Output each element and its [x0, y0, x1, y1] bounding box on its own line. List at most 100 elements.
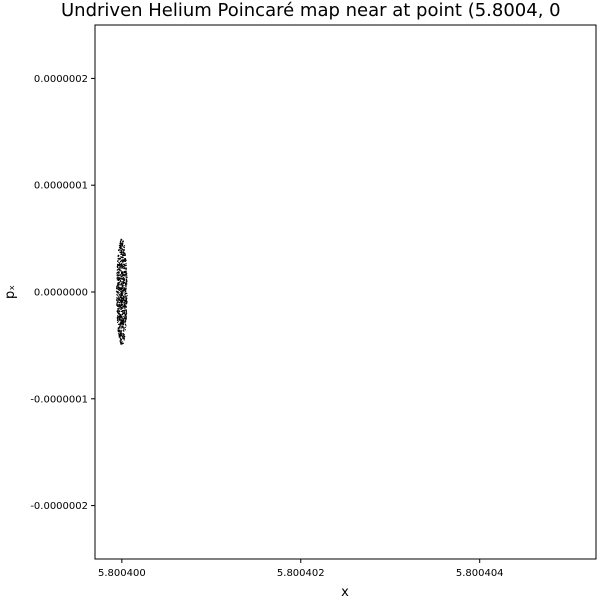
scatter-point	[117, 282, 119, 284]
scatter-point	[126, 283, 128, 285]
scatter-point	[121, 320, 123, 322]
scatter-point	[117, 274, 119, 276]
scatter-point	[118, 315, 121, 318]
scatter-point	[120, 266, 122, 269]
scatter-point	[125, 275, 127, 277]
scatter-point	[123, 251, 125, 254]
scatter-point	[124, 260, 127, 262]
scatter-point	[118, 293, 120, 296]
scatter-point	[122, 276, 124, 279]
scatter-point	[120, 339, 122, 341]
scatter-point	[125, 288, 127, 290]
scatter-point	[124, 305, 127, 307]
scatter-point	[118, 259, 120, 261]
scatter-point	[124, 287, 126, 290]
scatter-point	[117, 259, 119, 261]
scatter-point	[116, 319, 119, 322]
scatter-point	[122, 337, 124, 339]
scatter-point	[115, 290, 118, 292]
scatter-point	[118, 332, 120, 334]
scatter-point	[120, 296, 122, 298]
scatter-point	[120, 238, 122, 240]
scatter-point	[125, 281, 127, 283]
scatter-point	[119, 317, 121, 319]
scatter-point	[118, 309, 120, 311]
scatter-point	[124, 309, 126, 311]
scatter-point	[118, 334, 120, 337]
scatter-point	[124, 260, 126, 262]
x-tick-label: 5.800400	[98, 568, 146, 579]
scatter-point	[125, 325, 127, 327]
scatter-point	[122, 265, 124, 268]
scatter-point	[118, 298, 120, 300]
scatter-point	[120, 287, 123, 289]
scatter-point	[118, 264, 120, 266]
y-tick-label: 0.0000001	[34, 181, 88, 192]
scatter-point	[125, 267, 127, 269]
scatter-point	[119, 326, 121, 328]
scatter-point	[116, 265, 119, 267]
scatter-point	[117, 257, 119, 260]
scatter-point	[121, 302, 123, 304]
scatter-point	[124, 253, 126, 255]
scatter-point	[123, 263, 125, 265]
scatter-point	[121, 266, 123, 268]
scatter-point	[120, 336, 122, 338]
scatter-point	[122, 261, 124, 263]
scatter-point	[125, 311, 127, 313]
scatter-point	[122, 302, 124, 304]
scatter-point	[123, 333, 125, 336]
scatter-point	[125, 258, 127, 261]
scatter-point	[120, 248, 122, 250]
scatter-point	[120, 272, 123, 275]
scatter-point	[117, 323, 120, 325]
scatter-point	[120, 292, 123, 294]
scatter-point	[122, 250, 124, 252]
scatter-point	[116, 312, 119, 314]
scatter-point	[119, 331, 122, 333]
scatter-point	[126, 279, 128, 281]
scatter-point	[123, 315, 125, 317]
scatter-point	[124, 270, 126, 273]
scatter-point	[118, 271, 120, 273]
scatter-point	[120, 306, 122, 308]
scatter-point	[123, 330, 125, 332]
scatter-point	[119, 258, 121, 260]
scatter-point	[121, 262, 123, 264]
scatter-point	[120, 342, 122, 344]
scatter-point	[124, 321, 126, 323]
scatter-point	[121, 332, 123, 335]
scatter-point	[122, 290, 124, 292]
scatter-point	[116, 266, 119, 269]
scatter-point	[117, 328, 119, 330]
scatter-point	[117, 317, 119, 319]
scatter-point	[116, 304, 118, 307]
scatter-points	[115, 238, 128, 345]
scatter-point	[124, 312, 126, 314]
scatter-point	[118, 288, 120, 290]
scatter-point	[117, 321, 119, 323]
scatter-point	[117, 286, 119, 288]
scatter-point	[118, 283, 120, 285]
scatter-point	[123, 297, 125, 299]
scatter-point	[125, 271, 127, 273]
scatter-point	[125, 274, 127, 276]
scatter-point	[121, 275, 124, 277]
scatter-point	[123, 284, 125, 287]
scatter-point	[119, 247, 121, 249]
scatter-point	[123, 271, 125, 274]
scatter-point	[124, 274, 126, 276]
scatter-point	[118, 285, 120, 287]
x-axis-ticks: 5.800400 5.800402 5.800404	[98, 559, 504, 579]
scatter-point	[116, 298, 119, 300]
scatter-point	[121, 282, 123, 284]
y-axis-ticks: 0.0000002 0.0000001 0.0000000 -0.0000001 -0.…	[30, 74, 95, 512]
scatter-point	[123, 337, 125, 339]
scatter-point	[124, 284, 127, 286]
scatter-point	[121, 315, 123, 317]
scatter-point	[119, 260, 122, 263]
scatter-point	[124, 303, 126, 305]
scatter-point	[125, 316, 127, 319]
scatter-point	[118, 330, 120, 332]
